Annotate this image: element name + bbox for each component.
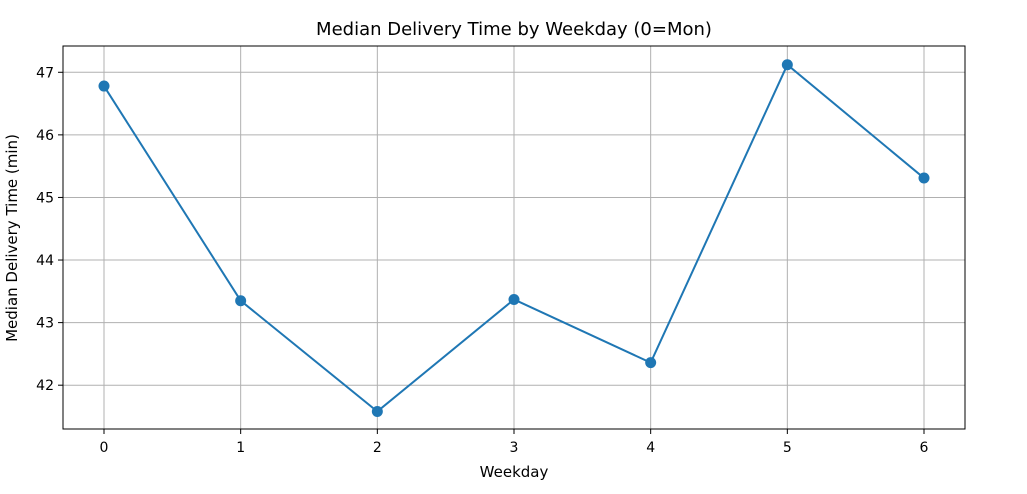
chart-title: Median Delivery Time by Weekday (0=Mon) bbox=[316, 19, 712, 40]
x-tick-label: 5 bbox=[783, 440, 792, 456]
y-axis-label: Median Delivery Time (min) bbox=[3, 134, 21, 342]
data-point bbox=[235, 295, 247, 307]
x-tick-label: 3 bbox=[510, 440, 519, 456]
x-tick-label: 6 bbox=[920, 440, 929, 456]
x-tick-label: 2 bbox=[373, 440, 382, 456]
data-point bbox=[508, 293, 520, 305]
y-tick-label: 46 bbox=[36, 128, 54, 144]
y-tick-label: 44 bbox=[36, 253, 54, 269]
y-tick-label: 45 bbox=[36, 190, 54, 206]
x-tick-label: 0 bbox=[100, 440, 109, 456]
y-tick-label: 43 bbox=[36, 316, 54, 332]
data-point bbox=[371, 405, 383, 417]
plot-frame bbox=[62, 45, 966, 430]
y-tick-label: 42 bbox=[36, 378, 54, 394]
series-layer bbox=[98, 59, 930, 417]
grid-layer bbox=[63, 46, 965, 429]
data-point bbox=[98, 80, 110, 92]
x-tick-label: 4 bbox=[646, 440, 655, 456]
data-point bbox=[918, 172, 930, 184]
y-tick-label: 47 bbox=[36, 65, 54, 81]
data-point bbox=[645, 357, 657, 369]
data-point bbox=[781, 59, 793, 71]
x-tick-label: 1 bbox=[236, 440, 245, 456]
x-axis-label: Weekday bbox=[480, 463, 549, 481]
